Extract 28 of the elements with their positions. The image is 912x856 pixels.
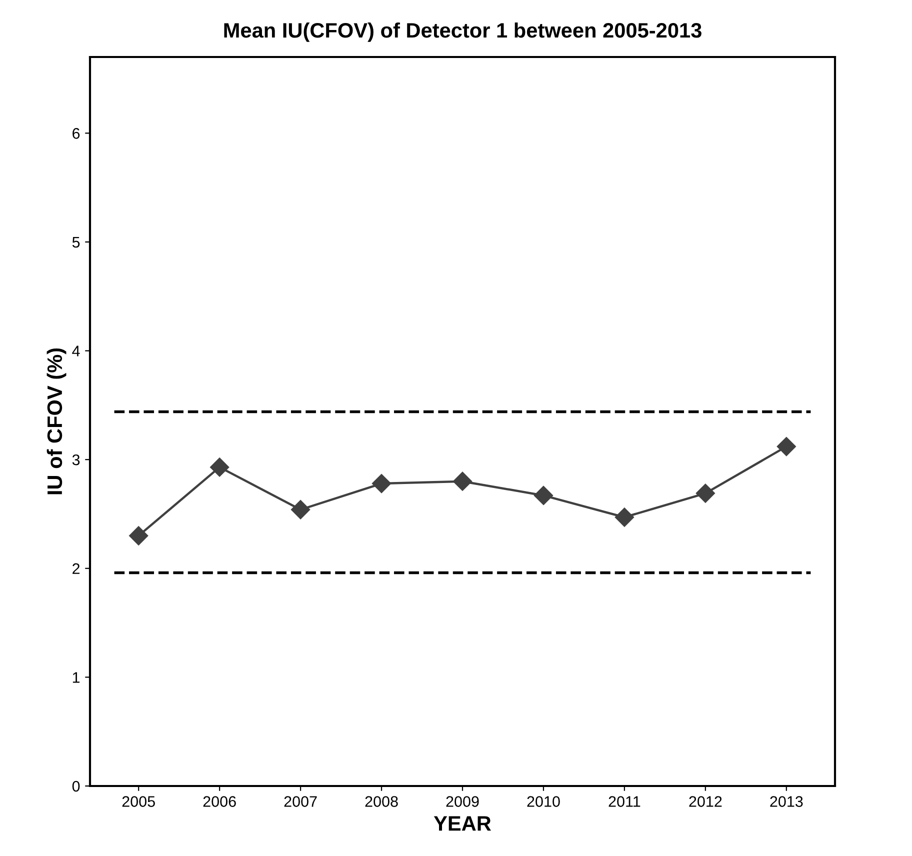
x-tick-label: 2009	[446, 796, 479, 807]
x-axis-title: YEAR	[434, 816, 492, 831]
x-tick-label: 2005	[122, 796, 155, 807]
x-tick-label: 2012	[689, 796, 722, 807]
x-tick-label: 2007	[284, 796, 317, 807]
x-tick-label: 2006	[203, 796, 236, 807]
y-tick-label: 1	[72, 672, 80, 683]
y-tick-label: 0	[72, 780, 80, 792]
point	[129, 526, 148, 546]
y-tick-label: 5	[72, 236, 80, 248]
y-tick-label: 6	[72, 128, 80, 139]
point	[614, 508, 634, 527]
y-tick-label: 3	[72, 454, 80, 466]
x-tick-label: 2011	[608, 796, 640, 807]
y-tick-label: 2	[72, 563, 80, 574]
y-axis-title: IU of CFOV (%)	[46, 348, 66, 494]
chart-title: Mean IU(CFOV) of Detector 1 between 2005-2013	[224, 22, 702, 42]
point	[776, 436, 796, 456]
point	[452, 472, 472, 491]
point	[291, 500, 310, 520]
y-tick-label: 4	[72, 346, 80, 356]
x-tick-label: 2013	[770, 796, 803, 807]
point	[696, 484, 715, 503]
x-tick-label: 2010	[527, 796, 560, 807]
point	[534, 486, 554, 506]
x-tick-label: 2008	[365, 796, 398, 807]
point	[210, 458, 230, 477]
point	[372, 474, 392, 494]
